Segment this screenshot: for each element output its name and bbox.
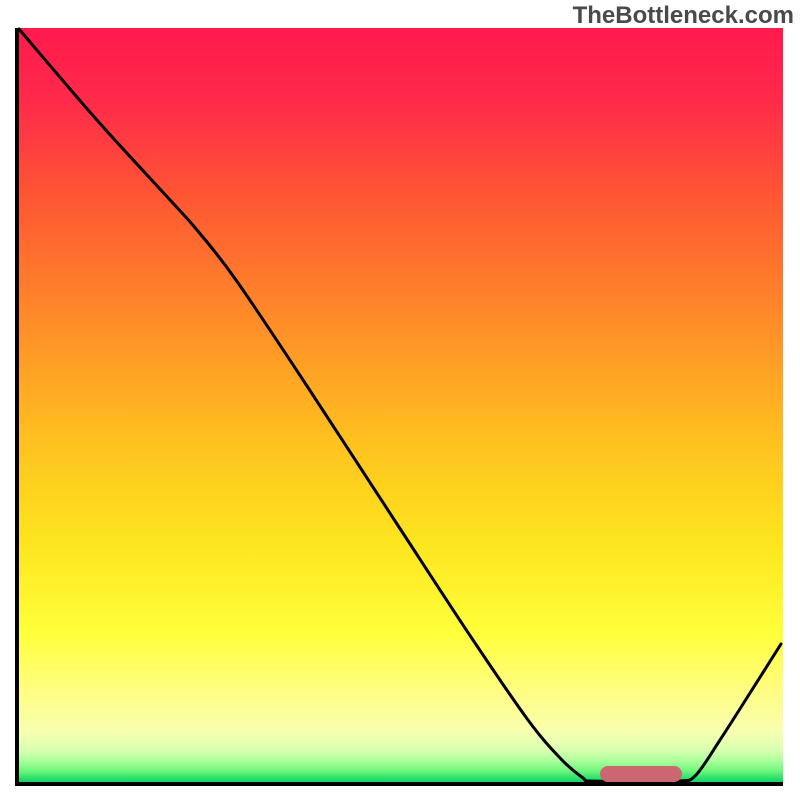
optimal-marker (600, 766, 682, 782)
gradient-background (17, 28, 783, 784)
chart-container: { "watermark": { "text": "TheBottleneck.… (0, 0, 800, 800)
watermark-text: TheBottleneck.com (573, 2, 794, 30)
bottleneck-chart (0, 0, 800, 800)
